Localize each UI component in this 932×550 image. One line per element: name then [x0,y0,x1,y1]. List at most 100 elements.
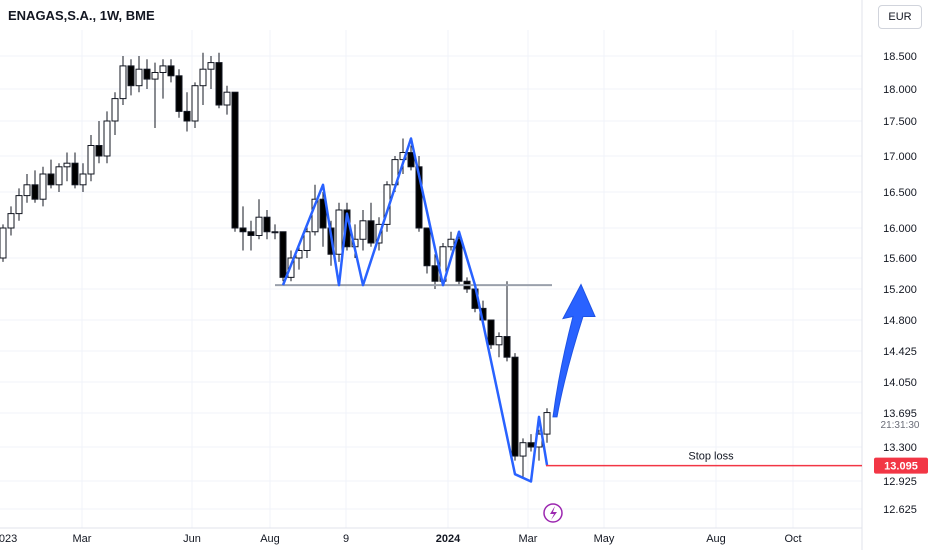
candle [255,199,263,240]
candle [503,281,511,362]
candle-body [79,173,87,186]
price-tick-label: 15.200 [883,284,917,296]
candle-body [335,209,343,255]
candle [447,231,455,251]
time-tick-label: Mar [519,533,538,545]
price-tick-label: 13.300 [883,442,917,454]
candle-body [543,412,551,435]
candle-body [303,231,311,251]
time-tick-label: Jun [183,533,201,545]
currency-button[interactable]: EUR [878,5,922,29]
candle-body [423,227,431,267]
candle [55,163,63,192]
time-tick-label: 9 [343,533,349,545]
candle-body [215,62,223,106]
time-tick-label: 2024 [436,533,461,545]
candle [223,85,231,115]
candle-body [159,65,167,74]
candle [543,408,551,443]
candle [431,254,439,289]
candle-body [191,85,199,122]
price-tick-label: 17.000 [883,151,917,163]
candle-body [31,184,39,200]
up-arrow [552,283,596,418]
candle [39,166,47,207]
candle [87,135,95,182]
candle [79,163,87,192]
candle [423,227,431,274]
candle-body [367,220,375,244]
candle [63,152,71,182]
candle [111,92,119,135]
candle [15,188,23,221]
candle-body [247,231,255,236]
price-axis: 18.500 18.000 17.500 17.000 16.500 16.000 15.6… [874,51,928,516]
candle [271,224,279,240]
time-tick-label: Aug [260,533,280,545]
candle [487,319,495,349]
candle [71,152,79,189]
candle-body [487,319,495,346]
candle-body [511,356,519,457]
candle-body [0,227,7,259]
candle [31,170,39,203]
candle-body [175,75,183,112]
price-tick-label: 18.000 [883,84,917,96]
candle-body [319,198,327,229]
candle-body [111,98,119,122]
candle-body [239,227,247,233]
candle-body [95,145,103,157]
candle-body [527,442,535,448]
candle-body [103,120,111,157]
price-tick-label: 14.425 [883,346,917,358]
candle-body [71,162,79,186]
candle [239,206,247,251]
candle-body [63,162,71,168]
candle [119,56,127,105]
candle-body [447,238,455,248]
candle [215,52,223,109]
candle [359,210,367,251]
candle [23,174,31,203]
symbol-title: ENAGAS,S.A., 1W, BME [8,8,155,23]
candle [95,121,103,164]
candle [103,111,111,164]
candle [207,56,215,89]
candle [263,210,271,240]
candle-body [55,166,63,186]
candle-body [207,62,215,70]
price-tick-label: 14.050 [883,377,917,389]
candle-body [263,216,271,233]
candle-body [127,65,135,87]
candle-body [359,220,367,240]
candle-body [407,152,415,168]
time-tick-label: May [594,533,615,545]
candle [0,224,7,262]
candle-body [495,336,503,346]
candle [175,69,183,118]
candle [247,220,255,251]
time-tick-label: Oct [784,533,801,545]
candle [143,59,151,89]
price-tick-label: 17.500 [883,116,917,128]
candle-body [519,442,527,457]
price-tick-label: 13.695 [883,408,917,420]
price-tick-label: 15.600 [883,253,917,265]
candle-body [431,265,439,282]
candle [7,206,15,236]
candle-body [143,68,151,80]
candle [527,434,535,452]
candle [231,91,239,232]
candle-body [47,173,55,186]
candle-body [87,145,95,175]
candle [495,332,503,358]
candle-body [183,110,191,122]
countdown-label: 21:31:30 [881,420,920,431]
candle-body [151,72,159,80]
price-tick-label: 16.000 [883,223,917,235]
candle-body [255,216,263,236]
candle [159,59,167,99]
time-axis: 023 Mar Jun Aug 9 2024 Mar May Aug Oct [0,533,802,545]
candle-body [39,173,47,200]
